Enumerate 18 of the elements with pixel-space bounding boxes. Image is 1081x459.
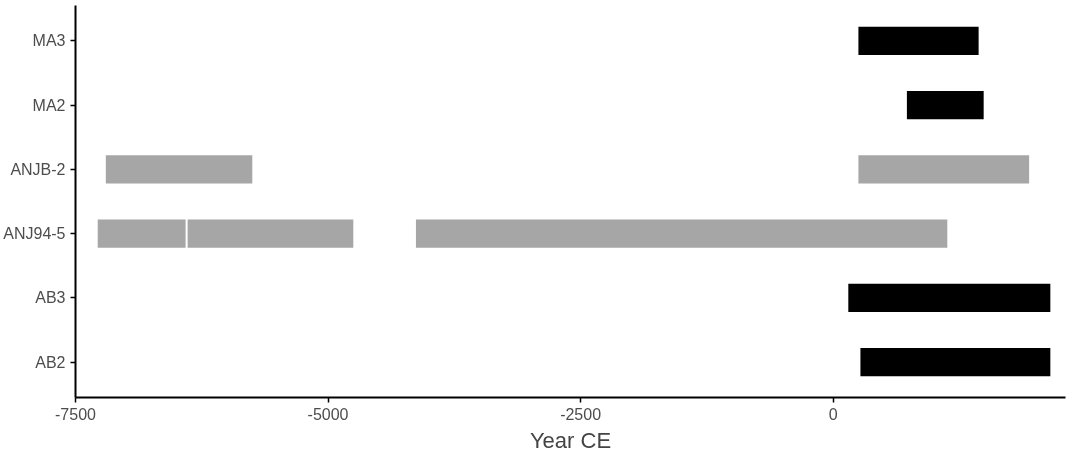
y-tick-label: ANJ94-5 [3,225,66,243]
bar [858,155,1030,184]
x-tick-label: 0 [828,405,838,423]
bar [415,219,948,248]
y-tick-label: AB2 [35,353,66,371]
bar [858,26,979,55]
x-axis-title: Year CE [529,427,612,453]
y-tick-label: ANJB-2 [10,160,66,178]
x-tick-label: -2500 [560,405,602,423]
y-tick-label: AB3 [35,289,66,307]
y-tick-label: MA3 [32,32,66,50]
bar [860,348,1051,377]
x-tick-label: -7500 [55,405,97,423]
bar [848,283,1051,313]
bar [187,219,354,248]
bar [906,90,984,120]
y-tick-label: MA2 [32,96,66,114]
x-tick-label: -5000 [307,405,349,423]
